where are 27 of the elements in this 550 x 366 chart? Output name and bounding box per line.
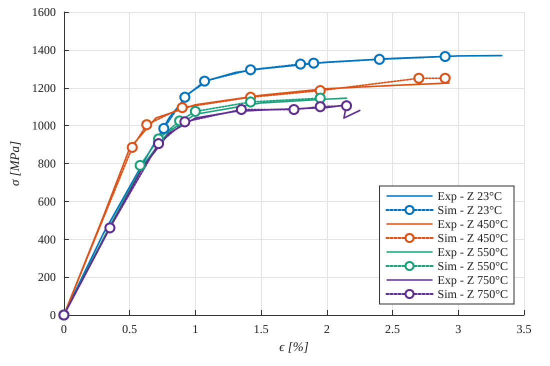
y-tick-label: 200 <box>38 270 56 284</box>
x-tick-label: 1.5 <box>254 322 269 336</box>
x-tick-label: 0.5 <box>122 322 138 336</box>
legend-label: Exp - Z 23°C <box>438 189 502 203</box>
y-tick-label: 1600 <box>32 5 56 19</box>
legend-label: Exp - Z 450°C <box>438 217 508 231</box>
y-tick-label: 400 <box>38 232 56 246</box>
y-tick-label: 600 <box>38 194 56 208</box>
legend-label: Sim - Z 23°C <box>438 203 502 217</box>
x-tick-label: 1 <box>192 322 198 336</box>
legend-label: Sim - Z 450°C <box>438 231 508 245</box>
y-tick-label: 1200 <box>32 80 56 95</box>
legend-label: Sim - Z 750°C <box>438 287 508 301</box>
x-tick-label: 2.5 <box>385 322 400 336</box>
y-tick-label: 1000 <box>32 118 56 133</box>
x-tick-label: 2 <box>324 322 330 336</box>
legend-label: Sim - Z 550°C <box>438 259 508 273</box>
x-tick-label: 3 <box>455 322 462 336</box>
y-tick-label: 800 <box>38 156 56 170</box>
legend-label: Exp - Z 750°C <box>438 273 508 287</box>
legend-label: Exp - Z 550°C <box>438 245 508 259</box>
x-tick-label: 0 <box>60 322 67 336</box>
y-tick-label: 0 <box>50 308 56 322</box>
x-tick-label: 3.5 <box>516 322 532 336</box>
x-axis-title: ϵ [%] <box>279 338 309 354</box>
y-tick-label: 1400 <box>32 42 56 57</box>
y-axis-title: σ [MPa] <box>7 140 22 186</box>
